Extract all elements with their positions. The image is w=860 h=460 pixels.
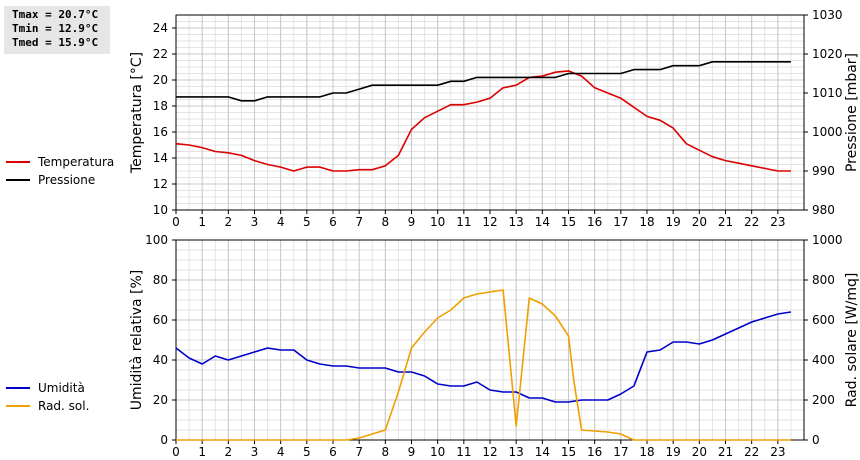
x-tick-label: 1 <box>198 215 206 229</box>
x-tick-label: 2 <box>225 215 233 229</box>
x-tick-label: 23 <box>770 445 785 459</box>
x-tick-label: 11 <box>456 445 471 459</box>
y-tick-label-right: 600 <box>812 313 835 327</box>
y-tick-label-left: 14 <box>153 151 168 165</box>
x-tick-label: 19 <box>666 445 681 459</box>
y-tick-label-right: 1030 <box>812 8 843 22</box>
x-tick-label: 3 <box>251 215 259 229</box>
x-tick-label: 18 <box>639 445 654 459</box>
series-line-temperatura <box>175 70 791 172</box>
y-tick-label-right: 1010 <box>812 86 843 100</box>
x-tick-label: 0 <box>172 215 180 229</box>
y-tick-label-left: 12 <box>153 177 168 191</box>
y-tick-label-right: 990 <box>812 164 835 178</box>
stats-box: Tmax = 20.7°C Tmin = 12.9°C Tmed = 15.9°… <box>4 6 110 54</box>
x-tick-label: 1 <box>198 445 206 459</box>
x-tick-label: 15 <box>561 215 576 229</box>
series-line-rad-sol <box>176 289 791 441</box>
y-tick-label-left: 80 <box>153 273 168 287</box>
x-tick-label: 13 <box>509 445 524 459</box>
x-tick-label: 18 <box>639 215 654 229</box>
x-tick-label: 5 <box>303 215 311 229</box>
y-tick-label-right: 200 <box>812 393 835 407</box>
x-tick-label: 4 <box>277 445 285 459</box>
y-tick-label-right: 1000 <box>812 233 843 247</box>
tmax-text: Tmax = 20.7°C <box>12 8 99 21</box>
x-tick-label: 16 <box>587 215 602 229</box>
x-tick-label: 14 <box>535 445 550 459</box>
y-axis-title-left: Temperatura [°C] <box>129 52 145 174</box>
x-tick-label: 10 <box>430 445 445 459</box>
x-tick-label: 2 <box>225 445 233 459</box>
y-tick-label-right: 400 <box>812 353 835 367</box>
x-tick-label: 21 <box>718 215 733 229</box>
y-tick-label-right: 800 <box>812 273 835 287</box>
tmin-text: Tmin = 12.9°C <box>12 22 99 35</box>
x-tick-label: 17 <box>613 445 628 459</box>
series-line-pressione <box>176 60 791 102</box>
x-tick-label: 7 <box>355 445 363 459</box>
tmed-text: Tmed = 15.9°C <box>12 36 99 49</box>
x-tick-label: 8 <box>382 215 390 229</box>
y-tick-label-left: 40 <box>153 353 168 367</box>
x-tick-label: 3 <box>251 445 259 459</box>
x-tick-label: 12 <box>482 445 497 459</box>
x-tick-label: 0 <box>172 445 180 459</box>
y-tick-label-left: 20 <box>153 73 168 87</box>
x-tick-label: 4 <box>277 215 285 229</box>
x-tick-label: 22 <box>744 215 759 229</box>
y-tick-label-right: 980 <box>812 203 835 217</box>
legend-label: Umidità <box>38 381 85 395</box>
x-tick-label: 12 <box>482 215 497 229</box>
x-tick-label: 6 <box>329 445 337 459</box>
x-tick-label: 14 <box>535 215 550 229</box>
y-tick-label-left: 22 <box>153 47 168 61</box>
x-tick-label: 23 <box>770 215 785 229</box>
x-tick-label: 19 <box>666 215 681 229</box>
y-tick-label-left: 100 <box>145 233 168 247</box>
y-tick-label-right: 1020 <box>812 47 843 61</box>
x-tick-label: 20 <box>692 445 707 459</box>
y-tick-label-left: 18 <box>153 99 168 113</box>
x-tick-label: 9 <box>408 445 416 459</box>
y-tick-label-left: 60 <box>153 313 168 327</box>
x-tick-label: 9 <box>408 215 416 229</box>
x-tick-label: 7 <box>355 215 363 229</box>
y-tick-label-right: 1000 <box>812 125 843 139</box>
y-axis-title-right: Rad. solare [W/mq] <box>844 273 860 408</box>
x-tick-label: 22 <box>744 445 759 459</box>
y-tick-label-left: 16 <box>153 125 168 139</box>
x-tick-label: 15 <box>561 445 576 459</box>
series-line-umidit <box>175 311 792 403</box>
x-tick-label: 11 <box>456 215 471 229</box>
y-tick-label-left: 10 <box>153 203 168 217</box>
x-tick-label: 16 <box>587 445 602 459</box>
x-tick-label: 6 <box>329 215 337 229</box>
y-tick-label-right: 0 <box>812 433 820 447</box>
x-tick-label: 20 <box>692 215 707 229</box>
x-tick-label: 5 <box>303 445 311 459</box>
x-tick-label: 17 <box>613 215 628 229</box>
x-tick-label: 13 <box>509 215 524 229</box>
y-tick-label-left: 20 <box>153 393 168 407</box>
x-tick-label: 21 <box>718 445 733 459</box>
y-tick-label-left: 24 <box>153 21 168 35</box>
x-tick-label: 10 <box>430 215 445 229</box>
y-tick-label-left: 0 <box>160 433 168 447</box>
x-tick-label: 8 <box>382 445 390 459</box>
y-axis-title-left: Umidità relativa [%] <box>129 270 145 411</box>
legend-label: Rad. sol. <box>38 399 89 413</box>
legend-label: Pressione <box>38 173 95 187</box>
legend-label: Temperatura <box>37 155 114 169</box>
y-axis-title-right: Pressione [mbar] <box>844 53 860 172</box>
